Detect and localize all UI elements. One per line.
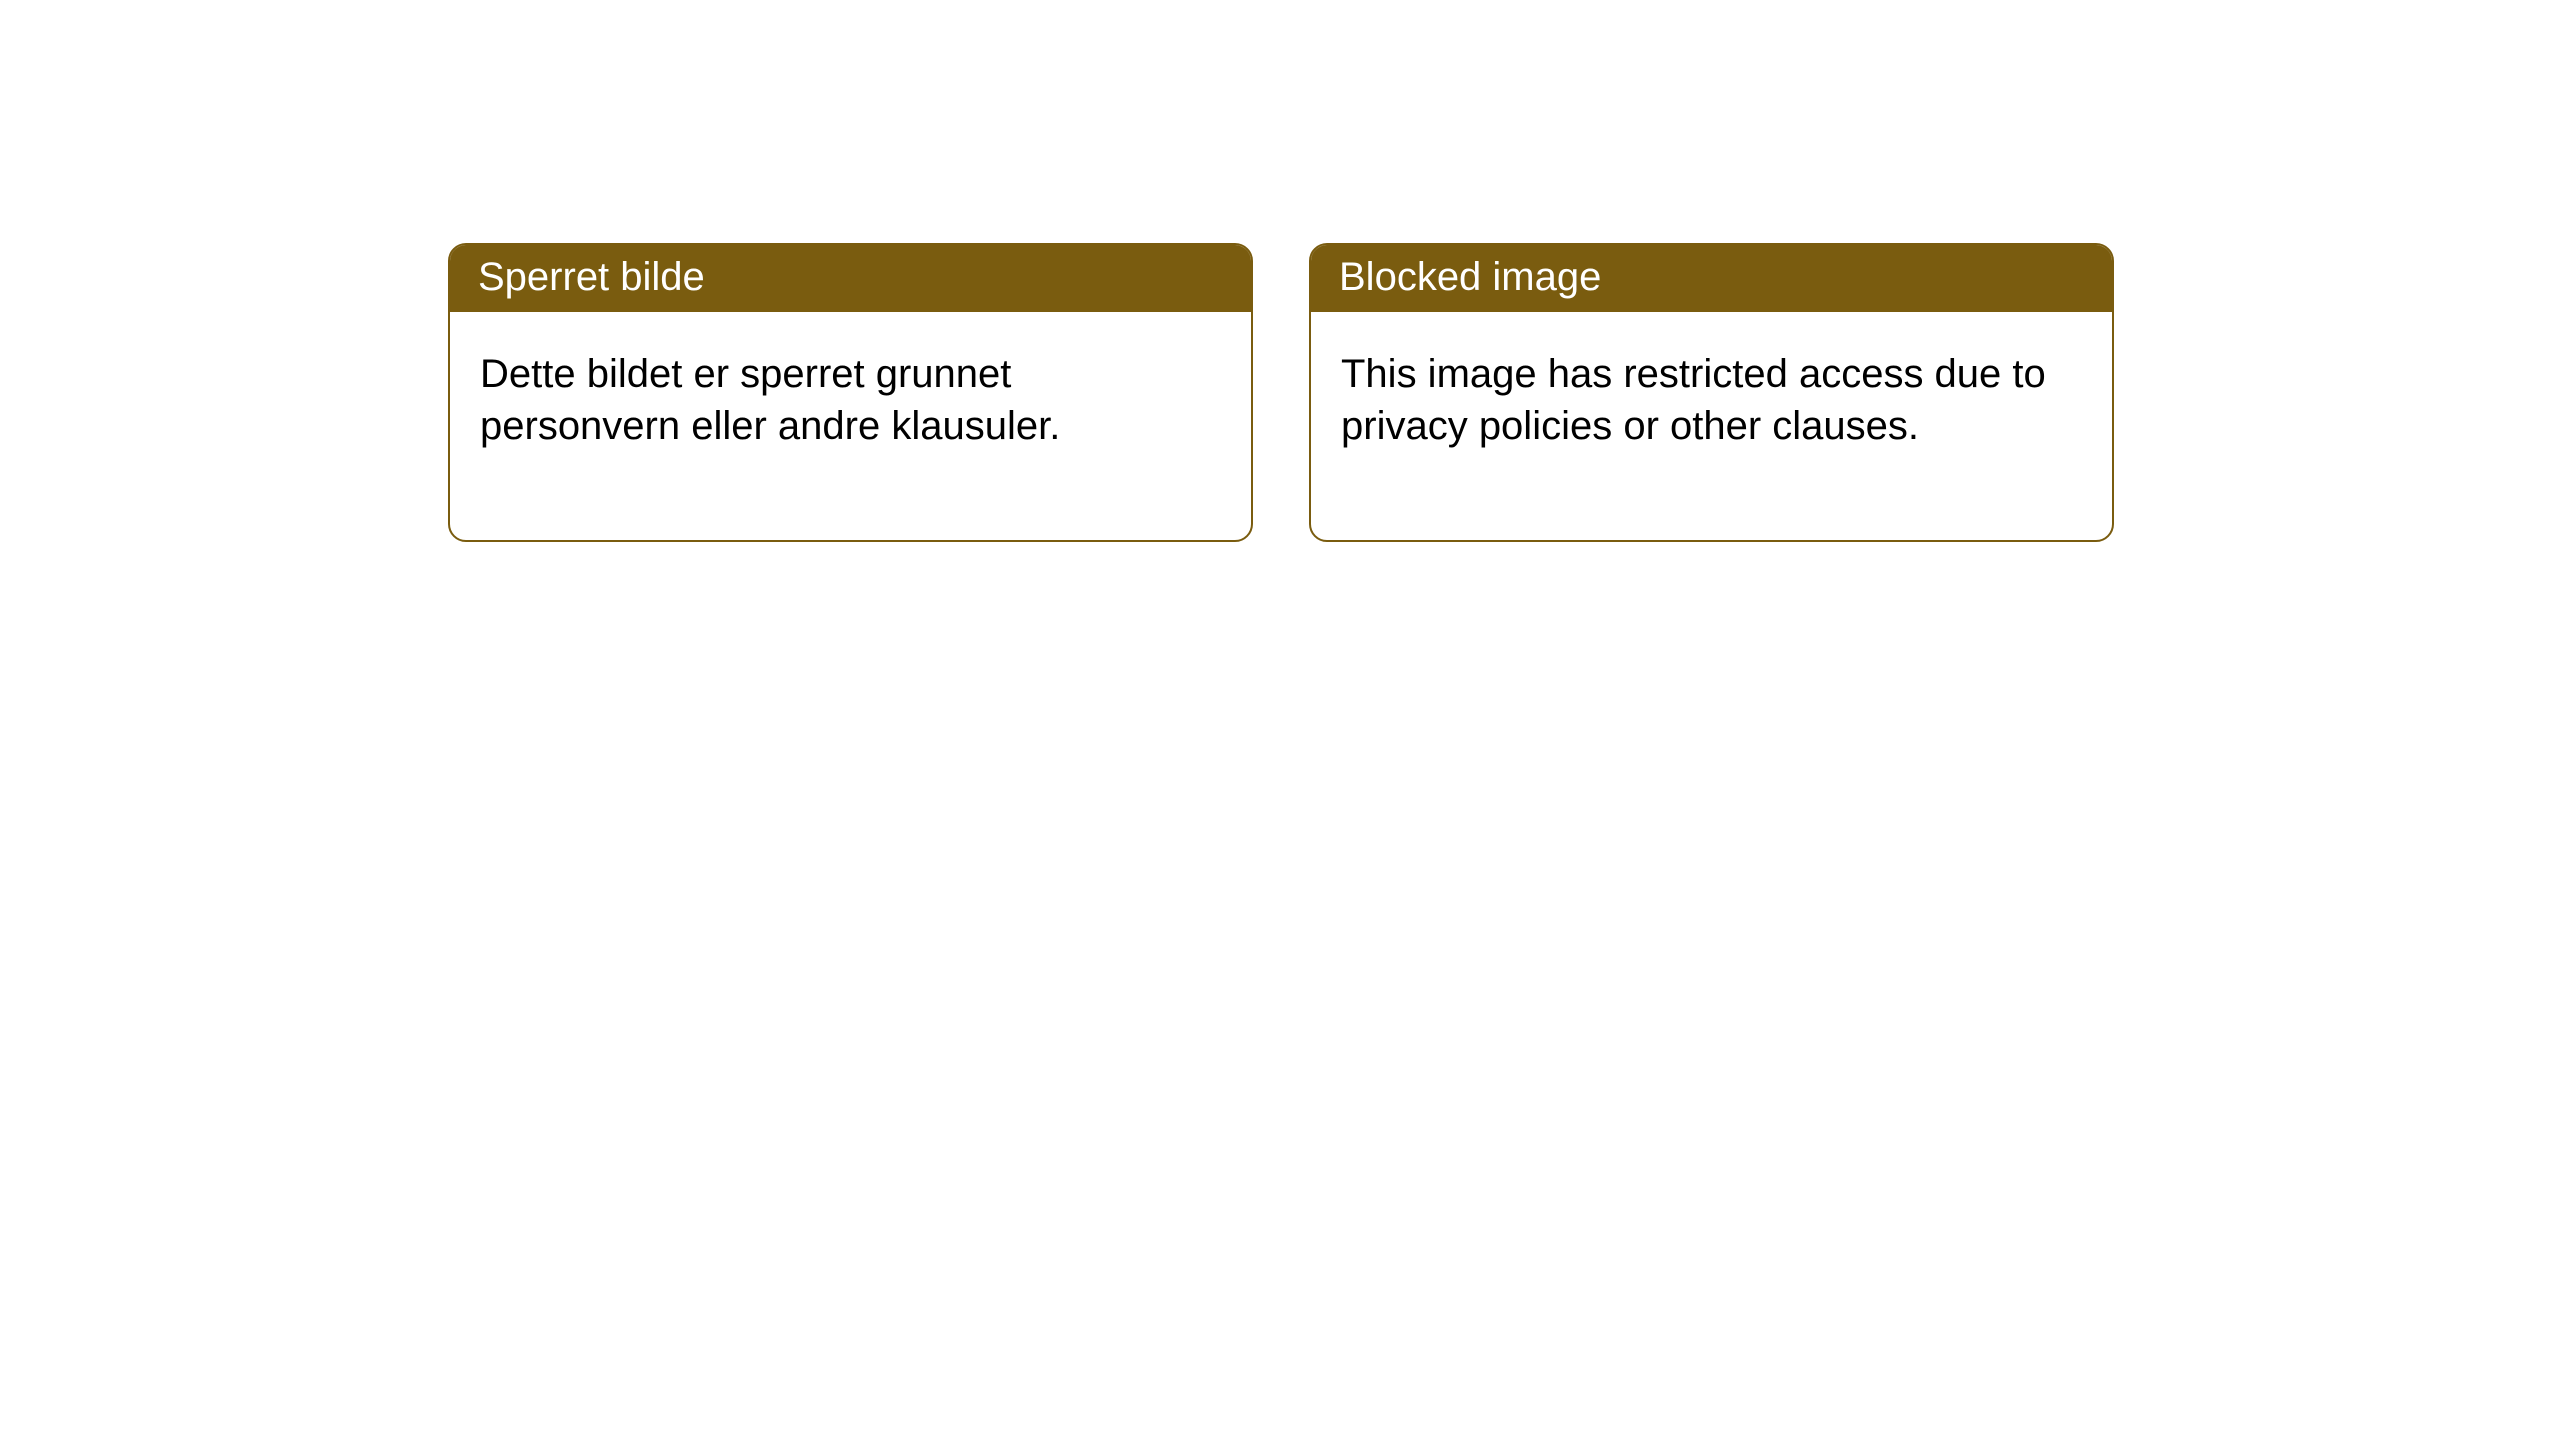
notice-body: This image has restricted access due to …: [1311, 312, 2112, 540]
notice-card-norwegian: Sperret bilde Dette bildet er sperret gr…: [448, 243, 1253, 542]
notice-card-english: Blocked image This image has restricted …: [1309, 243, 2114, 542]
notice-title: Sperret bilde: [478, 255, 705, 299]
notice-body: Dette bildet er sperret grunnet personve…: [450, 312, 1251, 540]
notice-title: Blocked image: [1339, 255, 1601, 299]
notice-container: Sperret bilde Dette bildet er sperret gr…: [0, 0, 2560, 542]
notice-header: Blocked image: [1311, 245, 2112, 312]
notice-header: Sperret bilde: [450, 245, 1251, 312]
notice-body-text: Dette bildet er sperret grunnet personve…: [480, 352, 1060, 448]
notice-body-text: This image has restricted access due to …: [1341, 352, 2046, 448]
